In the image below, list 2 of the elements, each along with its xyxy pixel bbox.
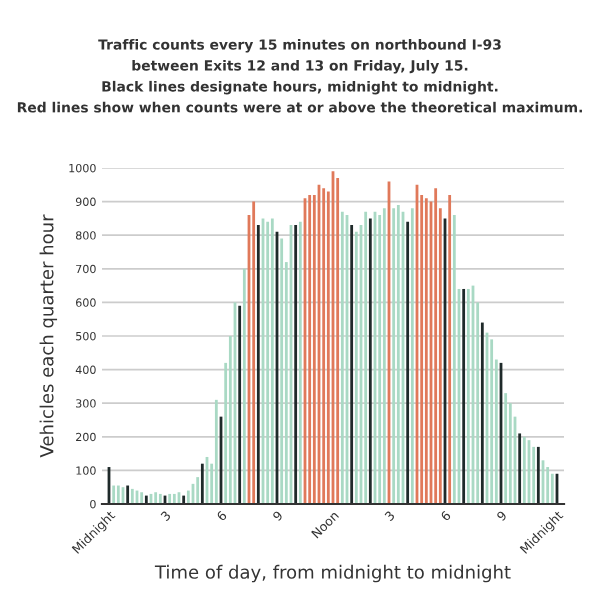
y-axis-title: Vehicles each quarter hour: [39, 214, 58, 458]
x-axis-title: Time of day, from midnight to midnight: [154, 564, 511, 583]
